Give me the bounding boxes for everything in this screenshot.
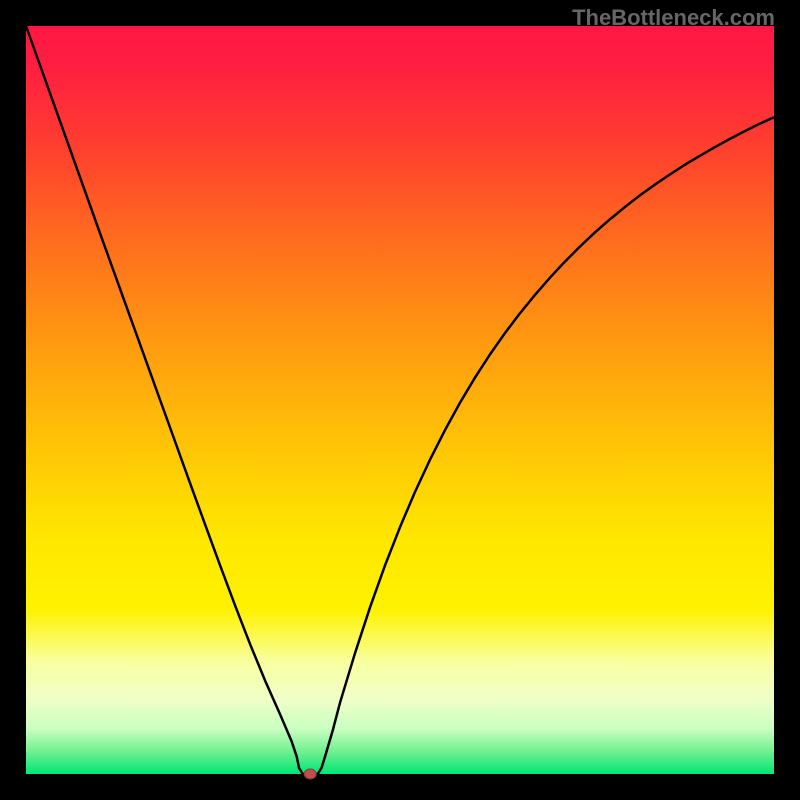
chart-container: TheBottleneck.com: [0, 0, 800, 800]
minimum-marker: [304, 769, 316, 779]
plot-background: [26, 26, 774, 774]
watermark-text: TheBottleneck.com: [572, 5, 775, 31]
bottleneck-chart: [0, 0, 800, 800]
